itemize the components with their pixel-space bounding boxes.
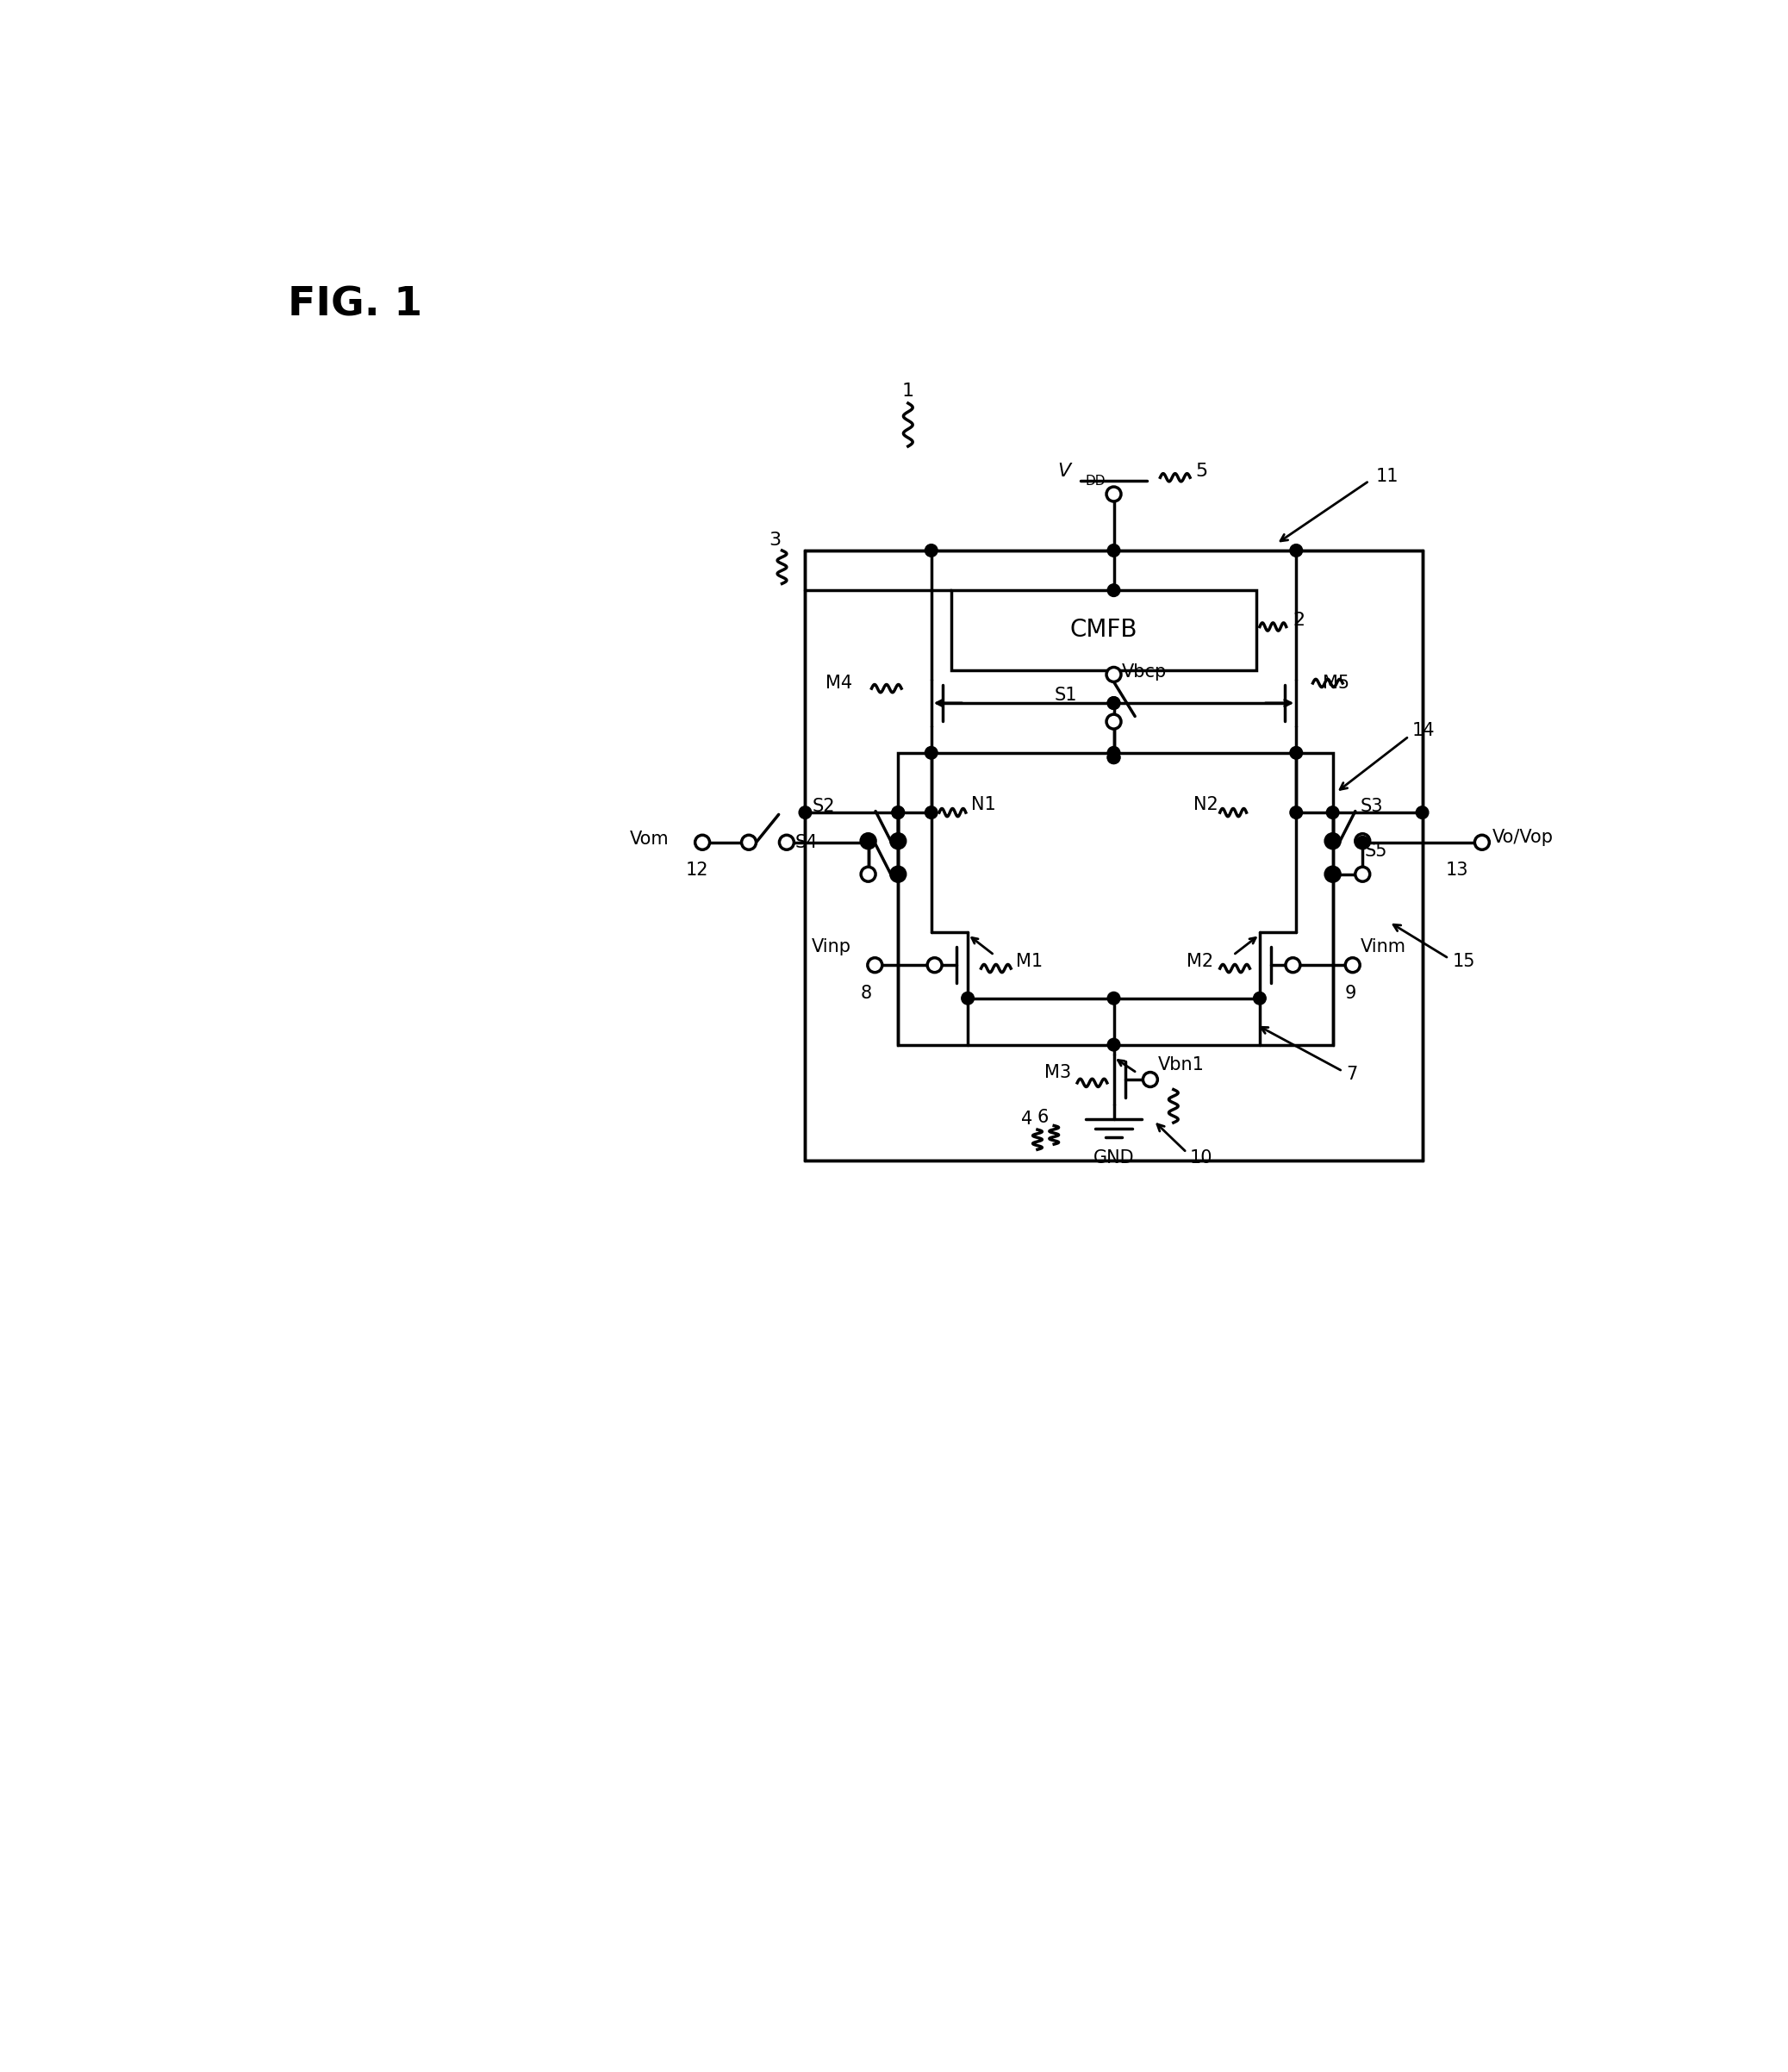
Text: 13: 13 xyxy=(1445,862,1468,879)
Circle shape xyxy=(862,837,874,850)
Text: Vbcp: Vbcp xyxy=(1121,663,1168,680)
Circle shape xyxy=(892,806,905,818)
Circle shape xyxy=(1289,545,1302,557)
Circle shape xyxy=(924,545,937,557)
Circle shape xyxy=(1143,1071,1157,1088)
Circle shape xyxy=(1345,957,1361,972)
Bar xyxy=(805,551,1421,1160)
Text: Vinm: Vinm xyxy=(1361,939,1405,955)
Text: 11: 11 xyxy=(1375,468,1398,485)
Circle shape xyxy=(892,835,905,847)
Circle shape xyxy=(1286,957,1300,972)
Circle shape xyxy=(867,957,881,972)
Text: M5: M5 xyxy=(1323,675,1350,692)
Circle shape xyxy=(1107,584,1119,597)
Text: S3: S3 xyxy=(1361,798,1384,814)
Text: 3: 3 xyxy=(769,533,781,549)
Circle shape xyxy=(1357,837,1370,850)
Bar xyxy=(951,591,1257,669)
Circle shape xyxy=(924,806,937,818)
Circle shape xyxy=(1327,835,1339,847)
Text: S5: S5 xyxy=(1364,843,1387,860)
Text: 12: 12 xyxy=(687,862,708,879)
Circle shape xyxy=(1107,746,1119,758)
Circle shape xyxy=(1107,752,1119,765)
Text: CMFB: CMFB xyxy=(1069,617,1137,642)
Circle shape xyxy=(892,868,905,881)
Circle shape xyxy=(1107,752,1119,765)
Circle shape xyxy=(1107,545,1119,557)
Circle shape xyxy=(962,992,974,1005)
Text: 2: 2 xyxy=(1293,611,1305,628)
Circle shape xyxy=(1327,806,1339,818)
Text: N2: N2 xyxy=(1193,796,1218,812)
Text: 6: 6 xyxy=(1037,1109,1050,1127)
Circle shape xyxy=(1289,806,1302,818)
Circle shape xyxy=(1107,696,1119,709)
Circle shape xyxy=(862,835,874,847)
Text: M2: M2 xyxy=(1187,953,1214,970)
Text: 1: 1 xyxy=(901,383,914,400)
Circle shape xyxy=(1107,715,1121,729)
Circle shape xyxy=(862,837,874,850)
Circle shape xyxy=(1289,746,1302,758)
Text: V: V xyxy=(1057,462,1071,479)
Text: 10: 10 xyxy=(1191,1150,1212,1167)
Text: Vo/Vop: Vo/Vop xyxy=(1491,829,1554,845)
Circle shape xyxy=(1475,835,1489,850)
Text: S2: S2 xyxy=(812,798,835,814)
Circle shape xyxy=(928,957,942,972)
Circle shape xyxy=(890,833,905,847)
Circle shape xyxy=(742,835,756,850)
Circle shape xyxy=(890,866,905,881)
Circle shape xyxy=(1355,866,1370,881)
Circle shape xyxy=(1325,833,1339,847)
Circle shape xyxy=(1327,868,1339,881)
Circle shape xyxy=(799,806,812,818)
Circle shape xyxy=(892,806,905,818)
Circle shape xyxy=(696,835,710,850)
Text: 9: 9 xyxy=(1345,984,1355,1001)
Circle shape xyxy=(780,835,794,850)
Text: GND: GND xyxy=(1092,1148,1134,1167)
Bar xyxy=(898,752,1332,1044)
Text: 4: 4 xyxy=(1021,1111,1032,1127)
Circle shape xyxy=(1107,667,1121,682)
Text: Vom: Vom xyxy=(629,831,669,847)
Circle shape xyxy=(1107,992,1119,1005)
Circle shape xyxy=(1355,833,1370,847)
Circle shape xyxy=(862,833,876,847)
Text: M1: M1 xyxy=(1016,953,1042,970)
Text: S1: S1 xyxy=(1055,686,1076,704)
Text: 5: 5 xyxy=(1196,462,1207,479)
Text: S4: S4 xyxy=(796,833,819,852)
Circle shape xyxy=(1107,1038,1119,1051)
Circle shape xyxy=(1107,487,1121,501)
Text: 14: 14 xyxy=(1413,723,1436,740)
Text: FIG. 1: FIG. 1 xyxy=(288,286,422,325)
Circle shape xyxy=(862,866,876,881)
Text: Vbn1: Vbn1 xyxy=(1159,1057,1205,1073)
Text: Vinp: Vinp xyxy=(812,939,851,955)
Circle shape xyxy=(1416,806,1429,818)
Text: M4: M4 xyxy=(824,675,851,692)
Text: 8: 8 xyxy=(860,984,871,1001)
Text: 15: 15 xyxy=(1452,953,1475,970)
Circle shape xyxy=(1253,992,1266,1005)
Text: 7: 7 xyxy=(1346,1065,1357,1084)
Circle shape xyxy=(924,746,937,758)
Text: M3: M3 xyxy=(1044,1065,1071,1082)
Circle shape xyxy=(1325,866,1339,881)
Text: DD: DD xyxy=(1085,474,1105,487)
Circle shape xyxy=(862,835,874,847)
Text: N1: N1 xyxy=(971,796,996,812)
Circle shape xyxy=(1107,696,1119,709)
